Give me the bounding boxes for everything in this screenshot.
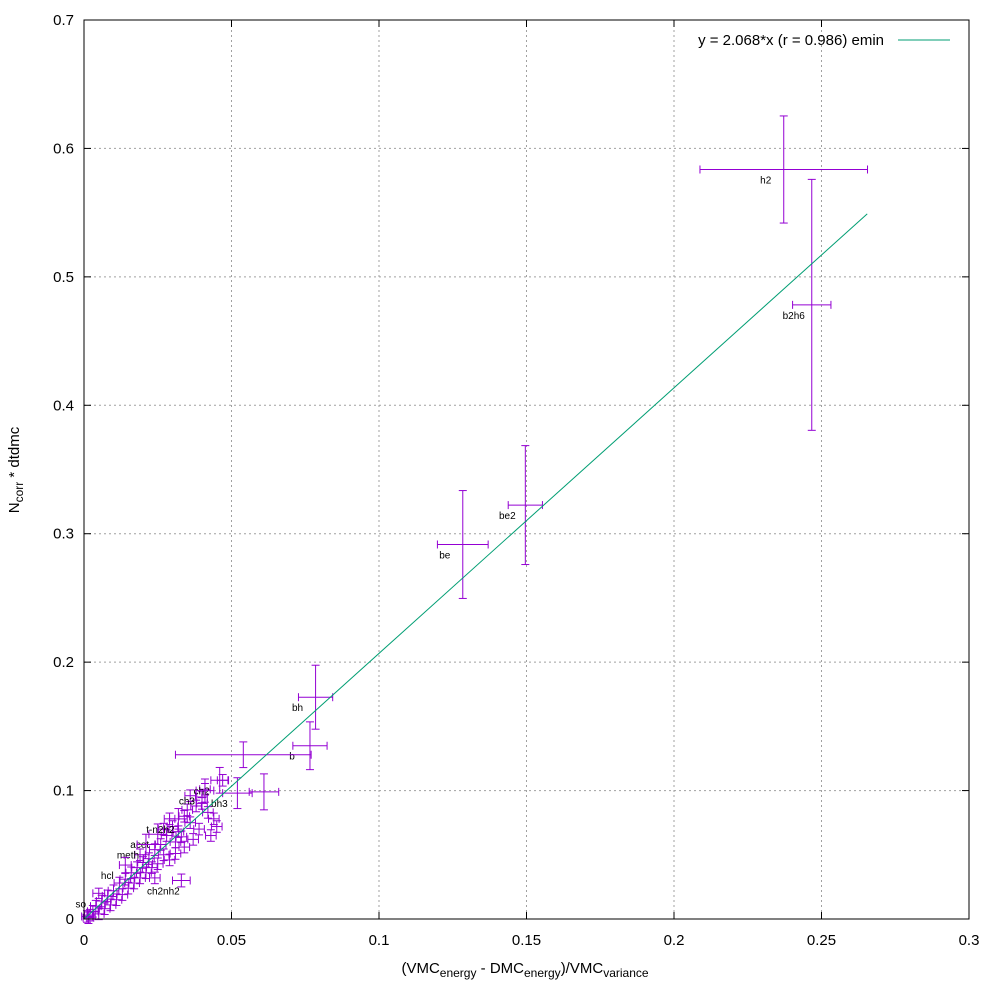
legend: y = 2.068*x (r = 0.986) emin xyxy=(698,32,950,49)
data-point xyxy=(178,809,191,823)
point-label: be2 xyxy=(499,511,516,522)
data-point xyxy=(195,778,215,803)
fit-layer xyxy=(83,213,868,920)
y-tick-label: 0.5 xyxy=(53,269,74,286)
data-point xyxy=(202,806,214,819)
x-tick-label: 0.3 xyxy=(959,932,980,949)
point-label: acet xyxy=(130,840,149,851)
tick-layer: 0 0.05 0.1 0.15 0.2 0.25 0.3 0 0.1 0.2 0.3 0.4 0.5 0.… xyxy=(53,12,979,949)
y-tick-label: 0.7 xyxy=(53,12,74,29)
data-point xyxy=(151,857,164,871)
data-point xyxy=(292,721,328,771)
data-point xyxy=(116,888,129,901)
data-point xyxy=(122,881,135,895)
plot-border xyxy=(83,19,970,920)
y-tick-label: 0.6 xyxy=(53,140,74,157)
data-point xyxy=(136,833,156,856)
y-tick-label: 0.4 xyxy=(53,397,74,414)
data-point xyxy=(169,808,188,830)
data-point xyxy=(128,876,140,890)
x-tick-label: 0.2 xyxy=(664,932,685,949)
x-tick-label: 0.1 xyxy=(369,932,390,949)
x-tick-label: 0 xyxy=(80,932,88,949)
point-label: h2 xyxy=(760,175,772,186)
x-tick-label: 0.25 xyxy=(807,932,836,949)
y-tick-label: 0.1 xyxy=(53,783,74,800)
data-point xyxy=(134,871,146,885)
y-tick-label: 0.2 xyxy=(53,654,74,671)
data-point xyxy=(507,445,543,566)
data-point xyxy=(157,822,170,836)
x-tick-label: 0.15 xyxy=(512,932,541,949)
data-point xyxy=(184,789,197,802)
data-point xyxy=(104,898,117,912)
data-point xyxy=(140,866,152,880)
point-label: bh xyxy=(292,703,303,714)
data-point xyxy=(210,820,223,833)
y-tick-label: 0 xyxy=(66,911,74,928)
legend-label: y = 2.068*x (r = 0.986) emin xyxy=(698,32,884,49)
data-point xyxy=(148,871,161,885)
data-point xyxy=(174,741,312,769)
data-point xyxy=(792,178,832,431)
point-label: hcl xyxy=(101,871,114,882)
data-point xyxy=(436,490,489,599)
data-point xyxy=(172,873,191,888)
point-label: ch2 xyxy=(194,786,211,797)
data-point xyxy=(163,853,176,867)
data-point xyxy=(210,766,230,794)
point-label: bh3 xyxy=(211,799,228,810)
data-point xyxy=(207,812,220,826)
data-point xyxy=(110,893,123,907)
point-label: t-n2h2 xyxy=(146,825,175,836)
data-point xyxy=(118,856,132,874)
data-point xyxy=(92,887,106,899)
x-axis-title: (VMCenergy - DMCenergy)/VMCvariance xyxy=(401,960,648,980)
point-label: b2h6 xyxy=(783,311,806,322)
fit-line xyxy=(83,213,868,920)
y-axis-title: Ncorr * dtdmc xyxy=(6,426,26,513)
y-tick-label: 0.3 xyxy=(53,526,74,543)
data-point xyxy=(98,902,111,916)
data-point xyxy=(190,799,202,813)
data-point xyxy=(184,816,197,829)
point-label: ch2nh2 xyxy=(147,886,180,897)
data-point xyxy=(169,847,182,860)
point-label: b xyxy=(289,752,295,763)
point-label: ch3 xyxy=(179,797,196,808)
data-point xyxy=(187,833,199,846)
data-point xyxy=(248,773,280,811)
x-tick-label: 0.05 xyxy=(217,932,246,949)
point-label: be xyxy=(439,551,451,562)
point-label: meth xyxy=(117,851,139,862)
data-point xyxy=(157,848,170,862)
point-label: so xyxy=(75,899,86,910)
data-point xyxy=(699,115,869,224)
data-point xyxy=(205,829,217,842)
data-point xyxy=(181,803,194,817)
data-point xyxy=(297,664,334,730)
data-point xyxy=(193,822,205,836)
grid-layer xyxy=(84,20,969,919)
